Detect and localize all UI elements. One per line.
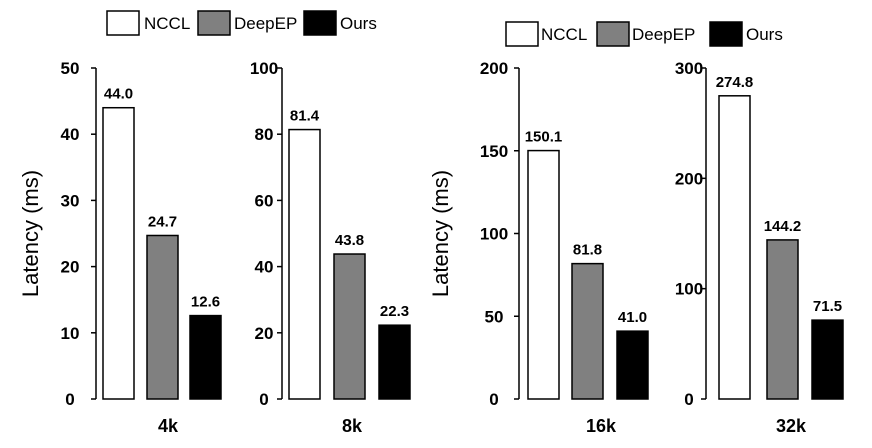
y-tick-label: 300 — [675, 59, 703, 78]
y-tick-label: 30 — [61, 191, 80, 210]
y-tick-label: 100 — [675, 280, 703, 299]
value-label: 24.7 — [148, 213, 177, 230]
value-label: 81.8 — [573, 242, 602, 259]
value-label: 22.3 — [380, 303, 409, 320]
legend-label: DeepEP — [234, 14, 297, 33]
y-tick-label: 40 — [61, 125, 80, 144]
bar-ours — [811, 319, 844, 400]
x-category-label: 16k — [586, 416, 617, 436]
bar-ours — [189, 314, 222, 400]
y-tick-label: 0 — [65, 390, 74, 409]
legend-swatch-ours — [303, 10, 337, 36]
y-tick-label: 200 — [675, 169, 703, 188]
legend-swatch-nccl — [505, 21, 539, 47]
y-tick-label: 50 — [485, 307, 504, 326]
y-tick-label: 0 — [489, 390, 498, 409]
legend-swatch-nccl — [106, 10, 140, 36]
legend-label: DeepEP — [632, 25, 695, 44]
value-label: 12.6 — [191, 294, 220, 311]
bar-nccl — [288, 128, 321, 400]
chart-panel-8k: 0 20 40 60 80 100 81.4 43.8 22.3 8k — [250, 59, 411, 436]
bar-nccl — [718, 95, 751, 400]
legend-label: Ours — [746, 25, 783, 44]
value-label: 150.1 — [525, 129, 563, 146]
y-tick-label: 200 — [480, 59, 508, 78]
y-tick-label: 10 — [61, 324, 80, 343]
x-category-label: 4k — [158, 416, 179, 436]
value-label: 44.0 — [104, 86, 133, 103]
bar-deepep — [766, 239, 799, 400]
y-tick-label: 20 — [61, 258, 80, 277]
legend-swatch-deepep — [197, 10, 231, 36]
legend-swatch-ours — [709, 21, 743, 47]
legend-label: Ours — [340, 14, 377, 33]
bar-nccl — [527, 149, 560, 400]
value-label: 71.5 — [813, 298, 842, 315]
value-label: 144.2 — [764, 218, 802, 235]
bar-ours — [378, 324, 411, 400]
chart-panel-4k: 0 10 20 30 40 50 Latency (ms) 44.0 24.7 12.6 4k — [18, 59, 222, 436]
legend-right: NCCL DeepEP Ours — [505, 21, 783, 47]
x-category-label: 32k — [776, 416, 807, 436]
y-tick-label: 100 — [480, 225, 508, 244]
bar-deepep — [571, 262, 604, 400]
y-tick-label: 20 — [255, 324, 274, 343]
legend-swatch-deepep — [596, 21, 630, 47]
bar-ours — [616, 330, 649, 400]
bar-deepep — [333, 253, 366, 400]
legend-label: NCCL — [541, 25, 587, 44]
bar-nccl — [102, 106, 135, 400]
legend-label: NCCL — [144, 14, 190, 33]
y-tick-label: 80 — [255, 125, 274, 144]
value-label: 43.8 — [335, 232, 364, 249]
x-category-label: 8k — [342, 416, 363, 436]
y-tick-label: 60 — [255, 191, 274, 210]
y-axis-label: Latency (ms) — [18, 170, 43, 297]
chart-panel-32k: 0 100 200 300 274.8 144.2 71.5 32k — [675, 59, 844, 436]
y-tick-label: 150 — [480, 142, 508, 161]
y-tick-label: 0 — [259, 390, 268, 409]
y-tick-label: 50 — [61, 59, 80, 78]
value-label: 81.4 — [290, 108, 320, 125]
y-tick-label: 40 — [255, 258, 274, 277]
chart-panel-16k: 0 50 100 150 200 Latency (ms) 150.1 81.8 41.0 16k — [428, 59, 649, 436]
y-axis-label: Latency (ms) — [428, 170, 453, 297]
y-tick-label: 100 — [250, 59, 278, 78]
legend-left: NCCL DeepEP Ours — [106, 10, 377, 36]
bar-deepep — [146, 234, 179, 400]
value-label: 274.8 — [716, 74, 754, 91]
y-tick-label: 0 — [684, 390, 693, 409]
value-label: 41.0 — [618, 309, 647, 326]
